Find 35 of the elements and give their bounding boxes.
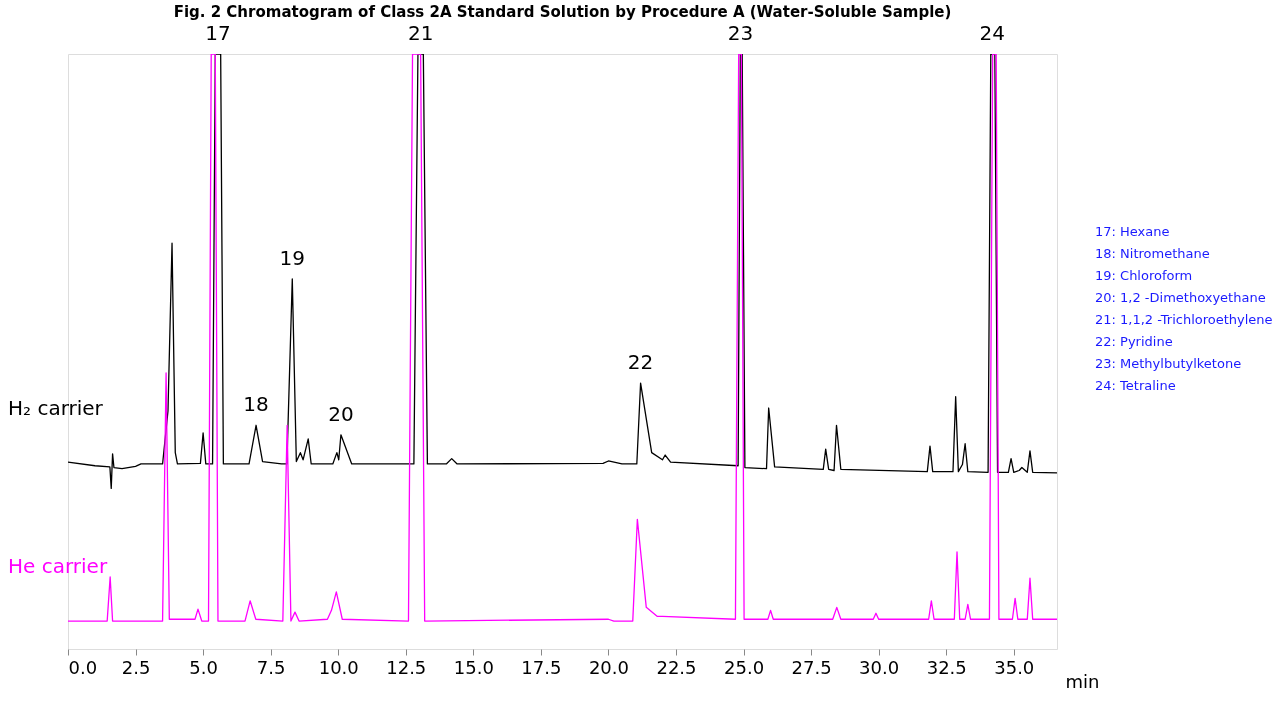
x-tick-label: 22.5 <box>656 656 697 678</box>
x-tick-label: 12.5 <box>386 656 427 678</box>
x-tick-label: 25.0 <box>724 656 765 678</box>
x-tick-label: 30.0 <box>859 656 900 678</box>
text: 20: 1,2 -Dimethoxyethane <box>1095 289 1266 305</box>
annotation: 19 <box>279 245 306 270</box>
x-tick-label: 7.5 <box>256 656 286 678</box>
x-tick-label: 17.5 <box>521 656 562 678</box>
text: 18: Nitromethane <box>1095 245 1210 261</box>
text: 17: Hexane <box>1095 223 1170 239</box>
x-tick-label: 0.0 <box>68 656 98 678</box>
text: 21: 1,1,2 -Trichloroethylene <box>1095 311 1273 327</box>
x-tick-label: 2.5 <box>121 656 151 678</box>
text: 24: Tetraline <box>1095 377 1176 393</box>
annotation: 17 <box>205 21 231 45</box>
x-tick-label: 15.0 <box>453 656 494 678</box>
chart-title: Fig. 2 Chromatogram of Class 2A Standard Solution by Procedure A (Water-Soluble Sample) <box>173 3 952 21</box>
x-axis-title: min <box>1065 670 1100 692</box>
text: 23: Methylbutylketone <box>1095 355 1242 371</box>
x-tick-label: 20.0 <box>588 656 629 678</box>
text: 22: Pyridine <box>1095 333 1173 349</box>
series-label: He carrier <box>8 554 108 579</box>
x-tick-label: 27.5 <box>791 656 832 678</box>
annotation: 23 <box>727 21 754 45</box>
text: 19: Chloroform <box>1095 267 1193 283</box>
annotation: 21 <box>407 21 434 45</box>
x-tick-label: 10.0 <box>318 656 359 678</box>
annotation: 20 <box>328 401 354 426</box>
annotation: 24 <box>979 21 1005 45</box>
annotation: 22 <box>627 350 654 375</box>
series-label: H₂ carrier <box>8 395 104 420</box>
x-tick-label: 5.0 <box>189 656 218 678</box>
x-tick-label: 32.5 <box>926 656 967 678</box>
x-tick-label: 35.0 <box>994 656 1035 678</box>
annotation: 18 <box>243 392 269 417</box>
